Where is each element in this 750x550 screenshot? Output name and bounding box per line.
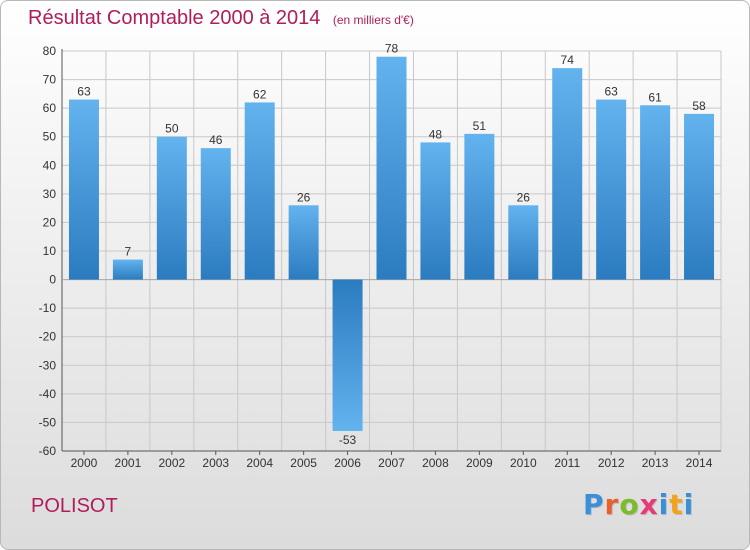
bar-value-label: -53 bbox=[339, 433, 357, 447]
x-tick-label: 2005 bbox=[290, 456, 317, 470]
logo-letter: t bbox=[669, 488, 684, 521]
y-tick-label: 40 bbox=[43, 158, 57, 172]
bar-value-label: 7 bbox=[125, 245, 132, 259]
bar-value-label: 63 bbox=[77, 85, 91, 99]
x-tick-label: 2009 bbox=[466, 456, 493, 470]
logo-letter: x bbox=[639, 488, 659, 521]
y-tick-label: 0 bbox=[49, 273, 56, 287]
bar-value-label: 50 bbox=[165, 122, 179, 136]
x-tick-label: 2000 bbox=[71, 456, 98, 470]
bar-value-label: 61 bbox=[648, 90, 662, 104]
x-tick-label: 2011 bbox=[554, 456, 580, 470]
bar-value-label: 48 bbox=[429, 127, 443, 141]
bar bbox=[508, 205, 539, 280]
bar bbox=[244, 102, 275, 280]
bar-value-label: 63 bbox=[604, 85, 618, 99]
y-tick-label: -30 bbox=[39, 358, 57, 372]
logo-letter: o bbox=[619, 488, 640, 521]
x-tick-label: 2007 bbox=[378, 456, 405, 470]
x-tick-label: 2001 bbox=[115, 456, 142, 470]
bar-value-label: 26 bbox=[517, 190, 531, 204]
x-tick-label: 2003 bbox=[202, 456, 229, 470]
bar bbox=[684, 113, 715, 280]
x-tick-label: 2008 bbox=[422, 456, 449, 470]
chart-title-text: Résultat Comptable 2000 à 2014 bbox=[28, 7, 321, 29]
chart-unit-text: (en milliers d'€) bbox=[332, 13, 414, 27]
y-tick-label: -50 bbox=[39, 415, 57, 429]
bar bbox=[420, 142, 451, 280]
commune-name: POLISOT bbox=[31, 495, 118, 517]
y-tick-label: -60 bbox=[39, 444, 57, 458]
y-tick-label: -20 bbox=[39, 330, 57, 344]
proxiti-logo[interactable]: Proxiti bbox=[583, 488, 694, 521]
bar-value-label: 62 bbox=[253, 87, 267, 101]
y-tick-label: 30 bbox=[43, 187, 57, 201]
logo-letter: i bbox=[683, 488, 695, 521]
bar bbox=[376, 56, 407, 280]
x-tick-label: 2013 bbox=[642, 456, 669, 470]
y-tick-label: 80 bbox=[43, 44, 57, 58]
x-tick-label: 2010 bbox=[510, 456, 537, 470]
x-tick-label: 2004 bbox=[246, 456, 273, 470]
logo-letter: r bbox=[604, 488, 620, 521]
data-labels: 63 7 50 46 62 26 -53 78 48 51 26 74 63 61 58 bbox=[77, 42, 706, 447]
y-tick-label: -10 bbox=[39, 301, 57, 315]
bar bbox=[68, 99, 99, 280]
y-tick-label: 60 bbox=[43, 101, 57, 115]
y-tick-label: 10 bbox=[43, 244, 57, 258]
x-tick-label: 2006 bbox=[334, 456, 361, 470]
bar bbox=[156, 136, 187, 280]
y-tick-label: 50 bbox=[43, 130, 57, 144]
bar bbox=[332, 279, 363, 431]
bar-value-label: 46 bbox=[209, 133, 223, 147]
x-tick-label: 2014 bbox=[686, 456, 713, 470]
bar bbox=[200, 148, 231, 280]
bars bbox=[68, 56, 715, 431]
bar-value-label: 26 bbox=[297, 190, 311, 204]
bar bbox=[464, 133, 495, 280]
y-tick-label: -40 bbox=[39, 387, 57, 401]
bar-value-label: 74 bbox=[561, 53, 575, 67]
y-tick-label: 70 bbox=[43, 73, 57, 87]
y-tick-label: 20 bbox=[43, 215, 57, 229]
bar bbox=[112, 259, 143, 280]
x-tick-label: 2002 bbox=[158, 456, 185, 470]
logo-letter: i bbox=[658, 488, 670, 521]
x-tick-label: 2012 bbox=[598, 456, 625, 470]
bar-value-label: 58 bbox=[692, 99, 706, 113]
chart-title: Résultat Comptable 2000 à 2014 (en milli… bbox=[28, 7, 414, 30]
logo-letter: P bbox=[583, 488, 605, 521]
bar bbox=[552, 68, 583, 280]
bar-value-label: 51 bbox=[473, 119, 487, 133]
bar bbox=[288, 205, 319, 280]
bar bbox=[596, 99, 627, 280]
bar-value-label: 78 bbox=[385, 42, 399, 56]
bar bbox=[640, 105, 671, 280]
